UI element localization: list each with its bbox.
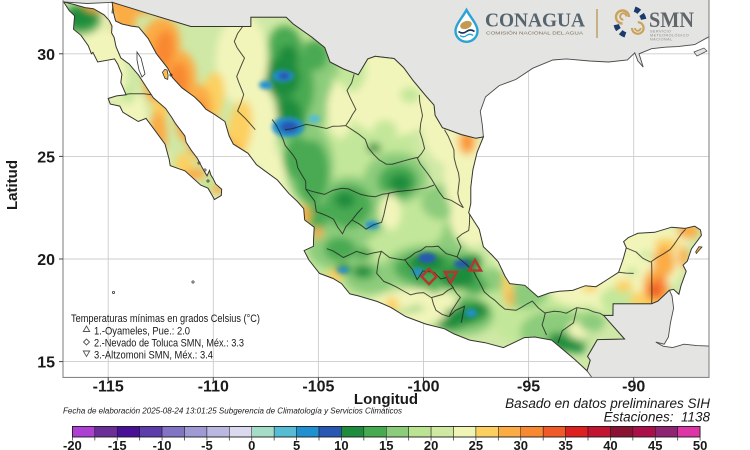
svg-text:-115: -115	[93, 379, 124, 396]
svg-text:10: 10	[334, 438, 348, 450]
svg-text:COMISIÓN NACIONAL DEL AGUA: COMISIÓN NACIONAL DEL AGUA	[486, 30, 584, 36]
svg-text:Basado en datos preliminares S: Basado en datos preliminares SIH	[505, 396, 710, 411]
svg-text:-100: -100	[407, 379, 439, 396]
svg-text:0: 0	[248, 438, 255, 450]
svg-text:25: 25	[37, 149, 55, 166]
svg-text:30: 30	[37, 47, 55, 64]
svg-text:Latitud: Latitud	[4, 160, 21, 210]
svg-text:Fecha de elaboración 2025-08-2: Fecha de elaboración 2025-08-24 13:01:25…	[63, 406, 402, 416]
svg-text:-20: -20	[63, 438, 82, 450]
svg-text:25: 25	[469, 438, 483, 450]
svg-text:Estaciones: 1138: Estaciones: 1138	[604, 410, 711, 425]
svg-text:15: 15	[37, 355, 55, 372]
svg-text:3.-Altzomoni SMN, Méx.: 3.4: 3.-Altzomoni SMN, Méx.: 3.4	[94, 350, 213, 362]
svg-text:SERVICIO: SERVICIO	[650, 30, 671, 34]
svg-text:-10: -10	[153, 438, 172, 450]
svg-text:20: 20	[424, 438, 438, 450]
svg-text:-95: -95	[517, 379, 540, 396]
svg-text:-105: -105	[302, 379, 334, 396]
svg-text:45: 45	[648, 438, 662, 450]
svg-text:50: 50	[693, 438, 707, 450]
svg-text:20: 20	[37, 252, 55, 269]
svg-text:30: 30	[514, 438, 528, 450]
svg-text:Longitud: Longitud	[354, 391, 418, 408]
svg-text:5: 5	[293, 438, 300, 450]
svg-text:NACIONAL: NACIONAL	[650, 38, 673, 42]
svg-text:2.-Nevado de Toluca SMN, Méx.:: 2.-Nevado de Toluca SMN, Méx.: 3.3	[94, 338, 244, 350]
svg-text:1.-Oyameles, Pue.: 2.0: 1.-Oyameles, Pue.: 2.0	[94, 326, 190, 338]
svg-text:Temperaturas mínimas en grados: Temperaturas mínimas en grados Celsius (…	[71, 313, 260, 325]
svg-text:15: 15	[379, 438, 393, 450]
svg-text:-90: -90	[622, 379, 645, 396]
svg-text:-15: -15	[108, 438, 127, 450]
svg-text:-110: -110	[198, 379, 229, 396]
svg-text:-5: -5	[201, 438, 213, 450]
svg-text:SMN: SMN	[649, 7, 694, 32]
svg-text:METEOROLÓGICO: METEOROLÓGICO	[650, 33, 689, 38]
svg-text:CONAGUA: CONAGUA	[485, 10, 586, 32]
svg-text:40: 40	[603, 438, 617, 450]
svg-text:35: 35	[558, 438, 572, 450]
